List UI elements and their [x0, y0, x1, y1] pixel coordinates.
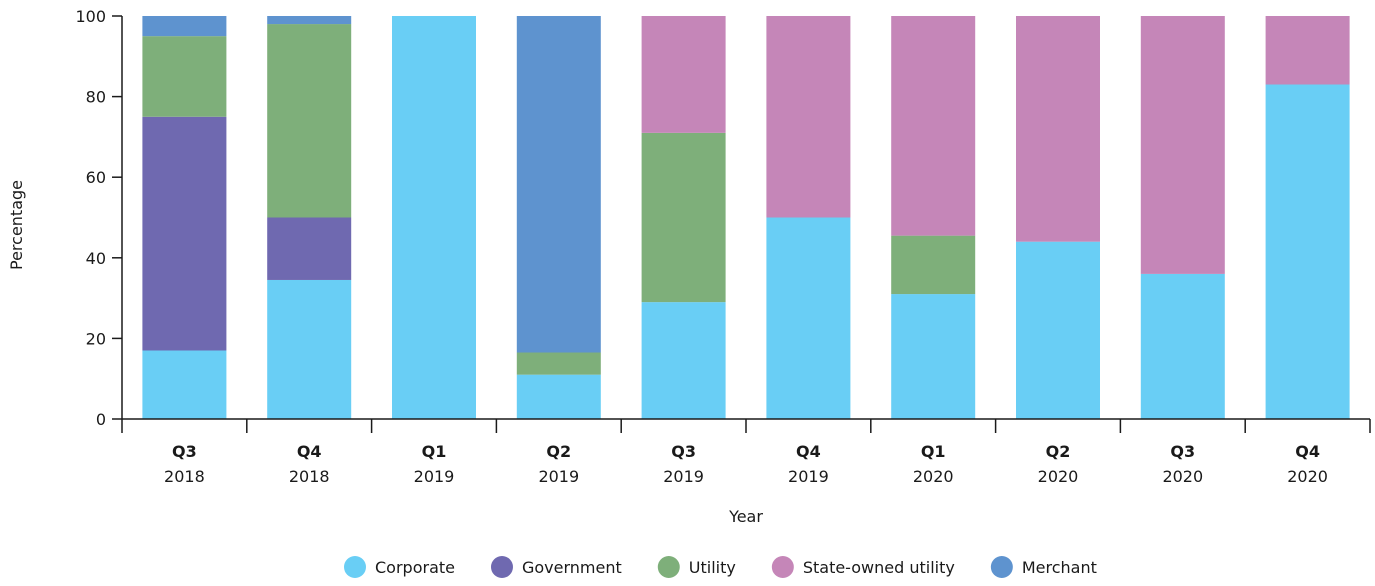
bar-utility-q2-2019 — [516, 352, 601, 375]
x-tick-label-quarter: Q3 — [1170, 442, 1195, 461]
bar-corporate-q3-2018 — [142, 350, 227, 419]
x-tick-label-quarter: Q4 — [796, 442, 821, 461]
bar-corporate-q3-2020 — [1140, 273, 1225, 419]
x-tick-label-year: 2018 — [164, 467, 205, 486]
x-tick-label-quarter: Q1 — [921, 442, 946, 461]
x-tick-label-quarter: Q2 — [1046, 442, 1071, 461]
legend-label-corporate: Corporate — [375, 558, 455, 577]
bar-utility-q1-2020 — [891, 235, 976, 295]
legend-swatch-government — [490, 556, 513, 578]
bar-corporate-q4-2018 — [267, 279, 352, 419]
x-tick-label-year: 2019 — [538, 467, 579, 486]
x-tick-label-year: 2020 — [913, 467, 954, 486]
x-tick-label-year: 2020 — [1162, 467, 1203, 486]
bar-merchant-q2-2019 — [516, 16, 601, 353]
bar-utility-q3-2018 — [142, 36, 227, 117]
bar-state-owned-utility-q2-2020 — [1016, 16, 1100, 242]
legend: Corporate Government Utility State-owned ut… — [344, 556, 1097, 578]
x-tick-label-year: 2020 — [1038, 467, 1079, 486]
x-tick-label-year: 2020 — [1287, 467, 1328, 486]
x-tick-label-quarter: Q3 — [172, 442, 197, 461]
y-axis-title: Percentage — [7, 180, 26, 270]
bar-merchant-q4-2018 — [267, 16, 352, 25]
bar-state-owned-utility-q4-2020 — [1265, 16, 1350, 85]
x-tick-label-year: 2019 — [788, 467, 829, 486]
bar-corporate-q2-2020 — [1016, 241, 1100, 419]
axes-layer: 0 20 40 60 80 100 Q3 2018 Q4 2018 Q1 2019 Q2 2019 Q3 20… — [75, 7, 1371, 486]
x-tick-label-quarter: Q4 — [1295, 442, 1320, 461]
bar-corporate-q1-2020 — [891, 294, 976, 419]
x-tick-label-quarter: Q3 — [671, 442, 696, 461]
bar-corporate-q2-2019 — [516, 374, 601, 419]
bar-utility-q3-2019 — [641, 132, 726, 303]
bar-government-q4-2018 — [267, 217, 352, 280]
legend-label-merchant: Merchant — [1022, 558, 1097, 577]
bar-state-owned-utility-q3-2019 — [641, 16, 726, 133]
legend-swatch-corporate — [344, 556, 366, 578]
bar-utility-q4-2018 — [267, 24, 352, 218]
bar-corporate-q3-2019 — [641, 302, 726, 419]
x-axis-title: Year — [728, 507, 763, 526]
y-tick-label-0: 0 — [96, 410, 106, 429]
x-tick-label-quarter: Q1 — [422, 442, 447, 461]
bar-merchant-q3-2018 — [142, 16, 227, 37]
y-tick-label-80: 80 — [86, 88, 106, 107]
legend-label-state-owned-utility: State-owned utility — [803, 558, 955, 577]
legend-swatch-merchant — [990, 556, 1013, 578]
y-tick-label-40: 40 — [86, 249, 106, 268]
bar-corporate-q4-2019 — [766, 217, 851, 419]
bar-corporate-q4-2020 — [1265, 84, 1350, 419]
legend-label-government: Government — [522, 558, 622, 577]
bars-layer — [142, 16, 1350, 419]
x-tick-label-year: 2018 — [289, 467, 330, 486]
y-tick-label-100: 100 — [75, 7, 106, 26]
bar-state-owned-utility-q1-2020 — [891, 16, 976, 236]
y-tick-label-60: 60 — [86, 168, 106, 187]
x-tick-label-year: 2019 — [663, 467, 704, 486]
legend-swatch-utility — [657, 556, 680, 578]
legend-label-utility: Utility — [689, 558, 736, 577]
y-tick-label-20: 20 — [86, 329, 106, 348]
bar-state-owned-utility-q4-2019 — [766, 16, 851, 218]
x-tick-label-year: 2019 — [414, 467, 455, 486]
x-tick-label-quarter: Q2 — [546, 442, 571, 461]
bar-corporate-q1-2019 — [392, 16, 476, 419]
bar-government-q3-2018 — [142, 116, 227, 351]
x-tick-label-quarter: Q4 — [297, 442, 322, 461]
legend-swatch-state-owned-utility — [771, 556, 794, 578]
bar-state-owned-utility-q3-2020 — [1140, 16, 1225, 274]
